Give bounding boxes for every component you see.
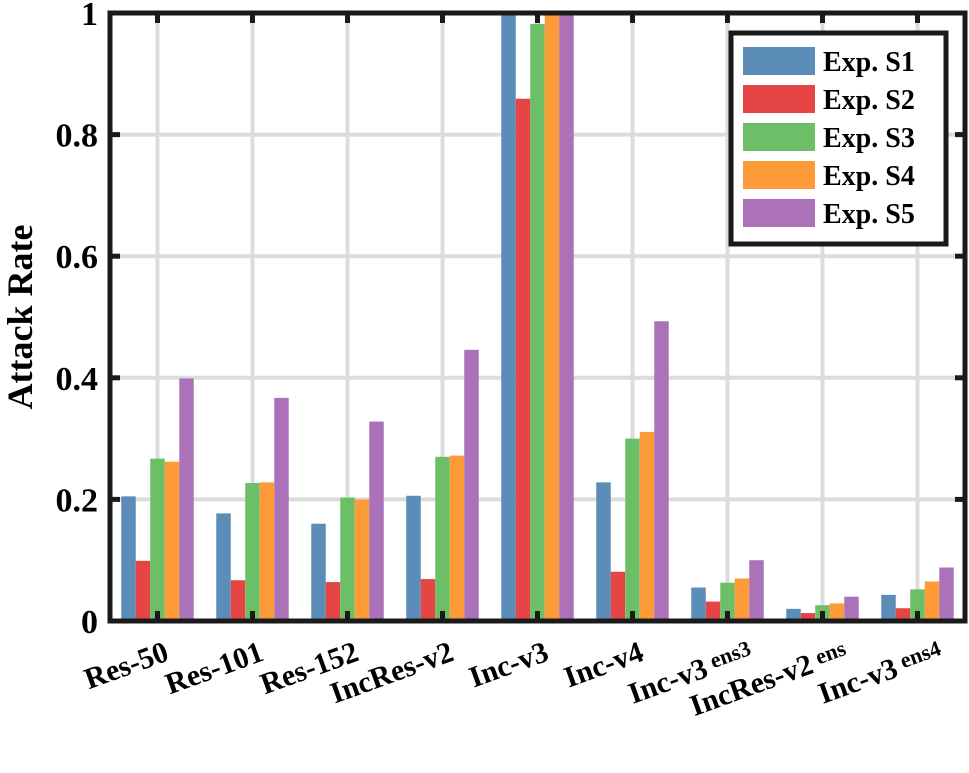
bar-exp-s2-6 [705, 601, 721, 621]
bar-exp-s3-4 [530, 23, 545, 622]
bar-exp-s2-2 [325, 582, 341, 621]
bar-exp-s5-3 [464, 349, 479, 621]
y-tick-label: 0.4 [56, 361, 99, 398]
bar-exp-s3-6 [720, 582, 735, 621]
bar-exp-s5-6 [749, 560, 764, 621]
bar-exp-s2-0 [135, 560, 151, 621]
legend-swatch [743, 123, 815, 151]
bar-exp-s4-8 [924, 581, 940, 621]
x-tick-label: Inc-v3 [465, 635, 553, 694]
bar-exp-s2-3 [420, 579, 436, 621]
legend-label: Exp. S3 [823, 123, 915, 154]
x-tick-label: Res-101 [161, 635, 268, 701]
bar-exp-s4-6 [734, 578, 750, 621]
bar-exp-s3-0 [150, 458, 165, 621]
legend-label: Exp. S2 [823, 85, 915, 116]
bar-exp-s4-3 [449, 455, 465, 621]
y-tick-label: 0.6 [56, 239, 99, 276]
bar-exp-s4-5 [639, 431, 655, 621]
bar-exp-s5-7 [844, 596, 859, 621]
bar-exp-s5-8 [939, 567, 954, 621]
legend-swatch [743, 47, 815, 75]
bar-exp-s5-5 [654, 321, 669, 621]
bar-exp-s5-1 [274, 397, 289, 621]
y-tick-labels: 0 0.2 0.4 0.6 0.8 1 [56, 0, 99, 641]
y-tick-label: 0 [81, 604, 98, 641]
legend-label: Exp. S5 [823, 199, 915, 230]
bar-exp-s1-6 [691, 587, 706, 621]
legend-label: Exp. S4 [823, 161, 915, 192]
bar-exp-s1-4 [501, 13, 516, 621]
bars [121, 13, 954, 622]
y-tick-label: 1 [81, 0, 98, 33]
bar-exp-s2-8 [895, 608, 911, 621]
bar-exp-s4-7 [829, 603, 845, 621]
x-tick-label: Res-50 [80, 635, 173, 696]
bar-exp-s5-0 [179, 378, 194, 621]
bar-exp-s3-1 [245, 482, 260, 621]
bar-exp-s1-1 [216, 513, 231, 621]
bar-exp-s4-1 [259, 482, 275, 621]
bar-exp-s1-2 [311, 523, 326, 621]
legend-swatch [743, 161, 815, 189]
bar-exp-s1-3 [406, 495, 421, 621]
bar-exp-s4-0 [164, 461, 180, 621]
bar-exp-s2-5 [610, 571, 626, 621]
y-tick-label: 0.2 [56, 482, 99, 519]
bar-exp-s4-2 [354, 499, 370, 621]
bar-exp-s2-4 [515, 98, 531, 621]
y-tick-label: 0.8 [56, 118, 99, 155]
bar-exp-s1-8 [881, 594, 896, 621]
bar-exp-s1-5 [596, 482, 611, 621]
bar-exp-s2-7 [800, 613, 816, 621]
bar-exp-s1-0 [121, 496, 136, 621]
legend-swatch [743, 199, 815, 227]
legend-label: Exp. S1 [823, 47, 915, 78]
bar-exp-s4-4 [544, 13, 560, 621]
bar-exp-s1-7 [786, 608, 801, 621]
bar-exp-s3-8 [910, 589, 925, 621]
legend: Exp. S1 Exp. S2 Exp. S3 Exp. S4 Exp. S5 [728, 30, 949, 247]
axes [107, 10, 968, 624]
legend-swatch [743, 85, 815, 113]
bar-exp-s2-1 [230, 580, 246, 621]
bar-exp-s5-2 [369, 421, 384, 621]
bar-exp-s3-2 [340, 497, 355, 621]
y-axis-label: Attack Rate [0, 225, 40, 410]
bar-exp-s5-4 [559, 13, 574, 621]
bar-exp-s3-5 [625, 438, 640, 621]
bar-exp-s3-3 [435, 456, 450, 621]
